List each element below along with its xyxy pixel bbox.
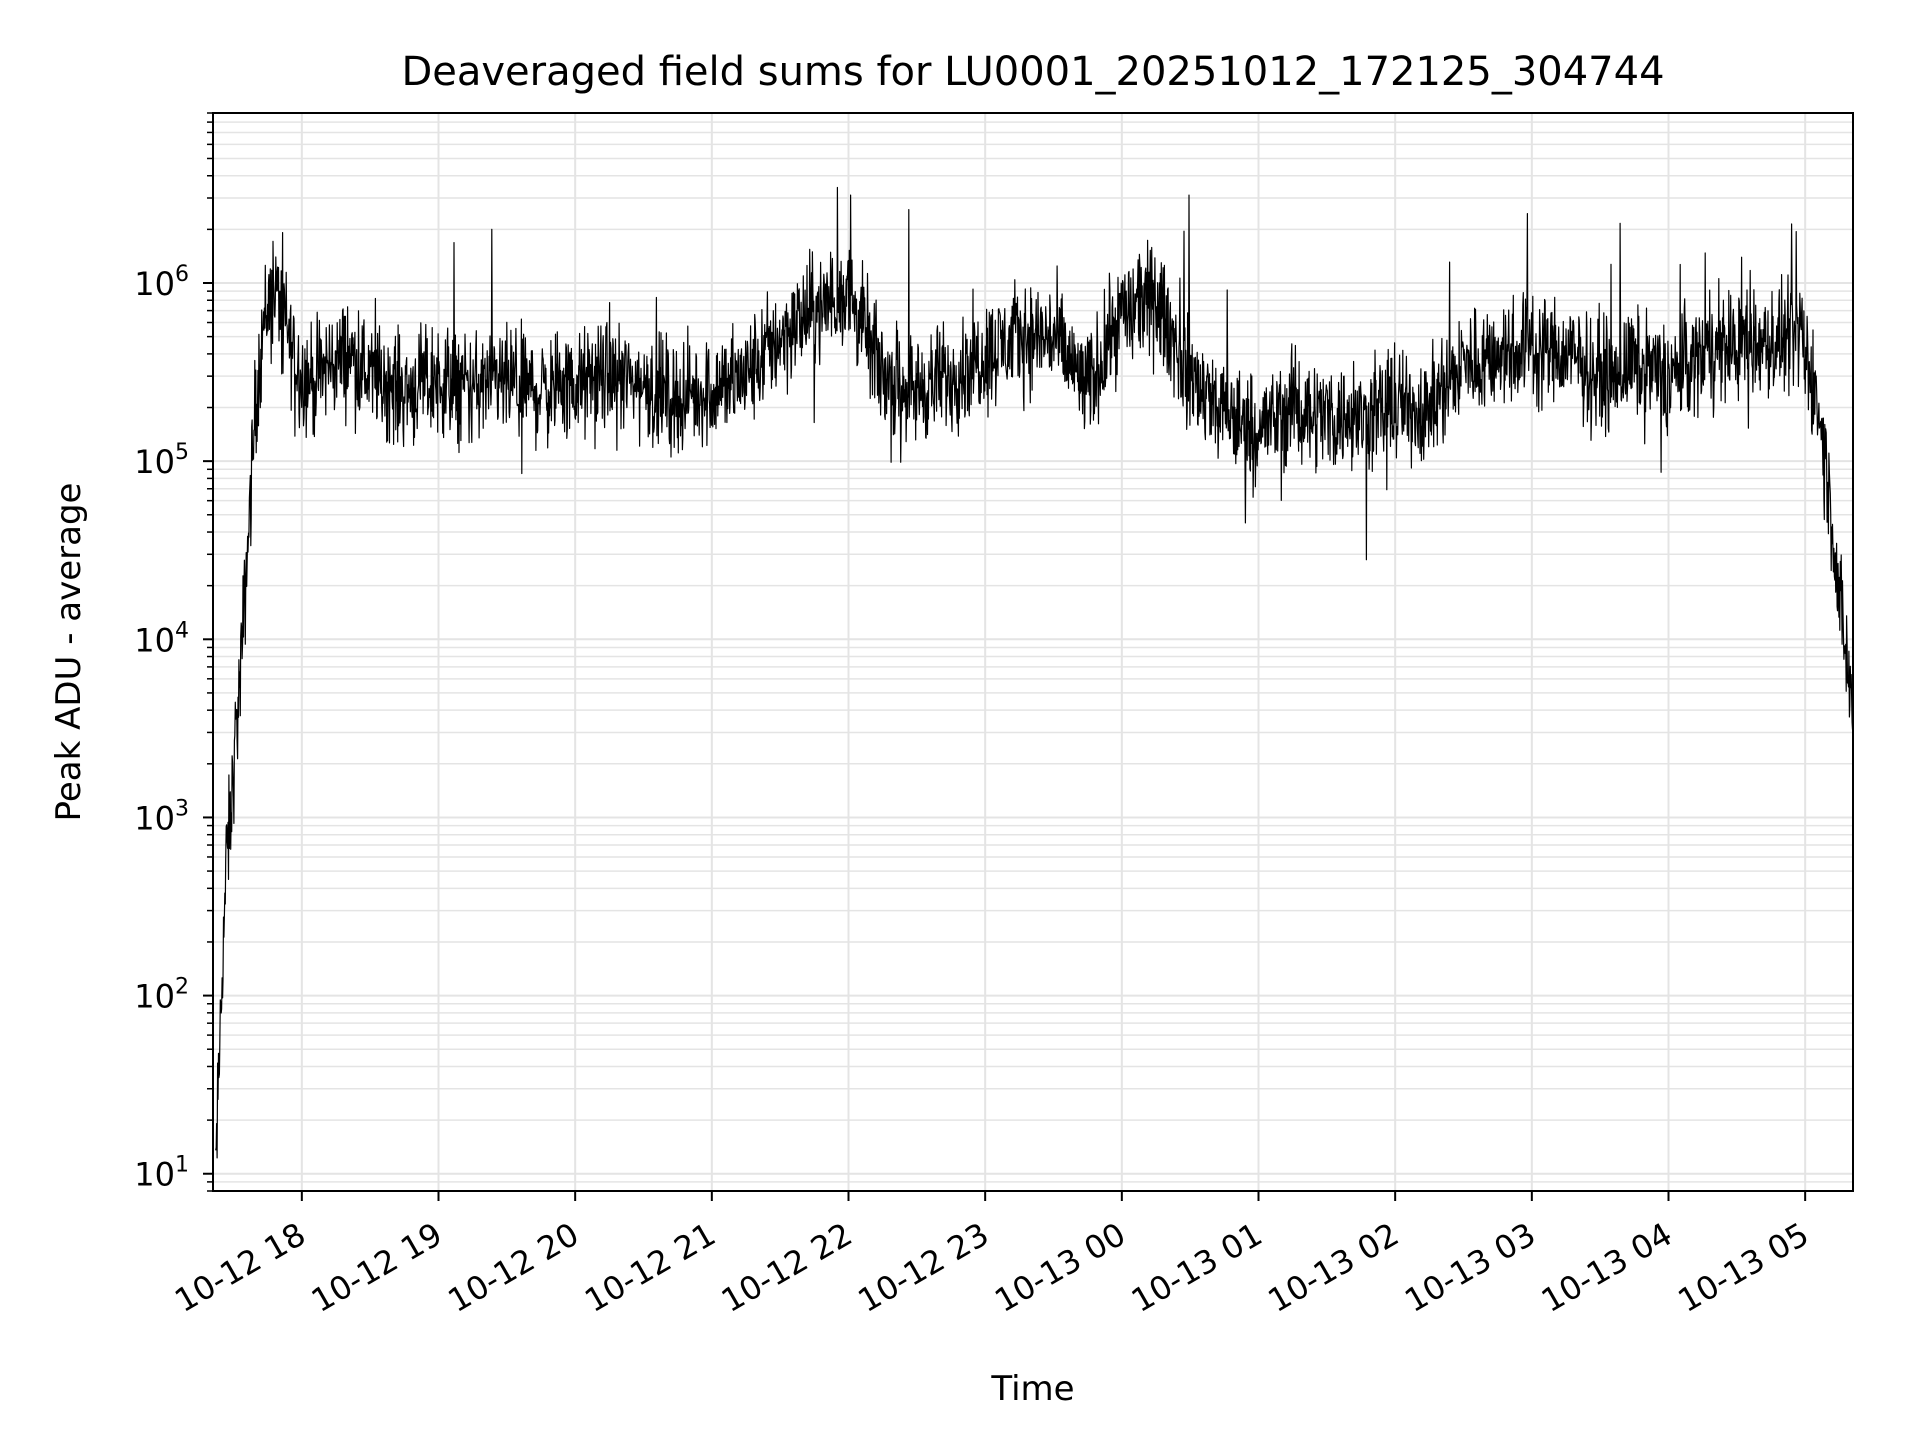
y-axis: 101 102 103 104 105 106 [134,112,213,1194]
y-tick-label: 105 [134,440,189,481]
y-tick-label: 106 [134,262,189,303]
y-tick-label: 103 [134,796,189,837]
chart-title: Deaveraged field sums for LU0001_2025101… [401,49,1664,95]
y-axis-label: Peak ADU - average [49,483,89,822]
y-tick-label: 101 [134,1153,189,1194]
grid [213,112,1853,1192]
x-axis-label: Time [990,1369,1074,1409]
series-line [215,186,1854,1159]
y-tick-label: 102 [134,975,189,1016]
y-tick-label: 104 [134,618,189,659]
data-layer [215,186,1854,1159]
plot-frame [212,112,1854,1192]
